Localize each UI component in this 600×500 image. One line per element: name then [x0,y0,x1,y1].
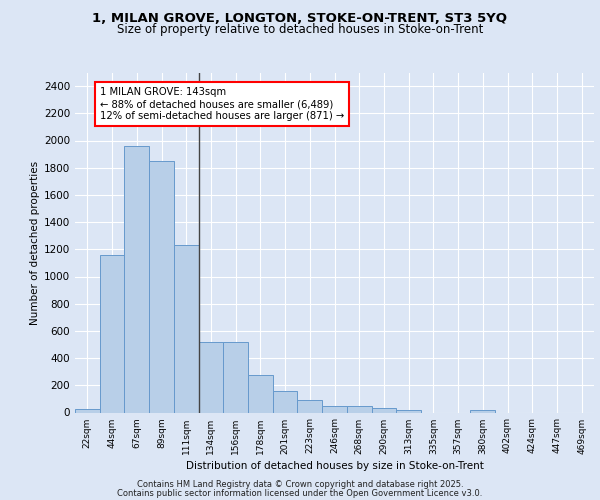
Text: Contains public sector information licensed under the Open Government Licence v3: Contains public sector information licen… [118,488,482,498]
Bar [149,161,174,412]
Bar [199,342,223,412]
Bar [470,410,495,412]
Text: Size of property relative to detached houses in Stoke-on-Trent: Size of property relative to detached ho… [117,22,483,36]
Bar [273,392,298,412]
Text: Contains HM Land Registry data © Crown copyright and database right 2025.: Contains HM Land Registry data © Crown c… [137,480,463,489]
Y-axis label: Number of detached properties: Number of detached properties [30,160,40,324]
Bar [223,342,248,412]
Text: 1, MILAN GROVE, LONGTON, STOKE-ON-TRENT, ST3 5YQ: 1, MILAN GROVE, LONGTON, STOKE-ON-TRENT,… [92,12,508,26]
Bar [322,406,347,412]
Bar [100,254,124,412]
Bar [298,400,322,412]
Bar [371,408,396,412]
Bar [75,409,100,412]
Bar [347,406,371,412]
Bar [174,245,199,412]
X-axis label: Distribution of detached houses by size in Stoke-on-Trent: Distribution of detached houses by size … [185,460,484,470]
Bar [248,375,273,412]
Bar [124,146,149,412]
Bar [396,410,421,412]
Text: 1 MILAN GROVE: 143sqm
← 88% of detached houses are smaller (6,489)
12% of semi-d: 1 MILAN GROVE: 143sqm ← 88% of detached … [100,88,344,120]
